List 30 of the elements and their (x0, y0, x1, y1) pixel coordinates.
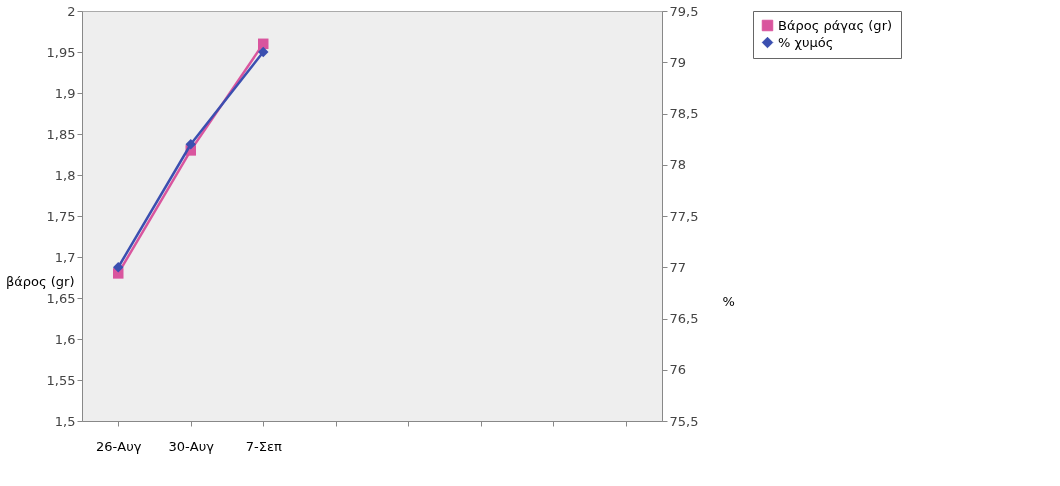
y-tick-label: 1,7 (54, 249, 76, 265)
y2-tick-label: 76,5 (669, 311, 699, 326)
legend-label: Βάρος ράγας (gr) (778, 17, 893, 33)
y-tick-label: 1,85 (46, 126, 76, 142)
y2-tick-label: 79,5 (669, 3, 699, 19)
y-tick-label: 1,65 (46, 290, 76, 306)
y2-tick-label: 78,5 (669, 106, 699, 121)
y2-tick-label: 75,5 (669, 413, 699, 429)
x-tick-label: 26-Αυγ (96, 438, 142, 454)
y-tick-label: 1,9 (54, 85, 76, 101)
y2-tick-label: 76 (669, 362, 687, 378)
y2-tick-label: 78 (669, 157, 687, 173)
y2-axis-title: % (722, 293, 735, 309)
y-tick-label: 2 (67, 3, 76, 19)
legend-label: % χυμός (778, 34, 834, 50)
y-tick-label: 1,6 (54, 331, 76, 347)
point (113, 262, 124, 273)
y2-tick-label: 77 (669, 259, 687, 275)
y2-tick-label: 77,5 (669, 208, 699, 224)
y2-tick-label: 79 (669, 54, 687, 70)
y-axis-title: βάρος (gr) (5, 273, 75, 289)
y-tick-label: 1,95 (46, 44, 76, 60)
y-tick-label: 1,55 (46, 372, 76, 388)
point (185, 139, 196, 150)
x-tick-label: 7-Σεπ (245, 438, 282, 454)
y-tick-label: 1,8 (54, 167, 76, 183)
y-tick-label: 1,5 (54, 413, 76, 429)
y-tick-label: 1,75 (46, 208, 76, 224)
point (258, 46, 269, 58)
x-tick-label: 30-Αυγ (168, 438, 215, 454)
